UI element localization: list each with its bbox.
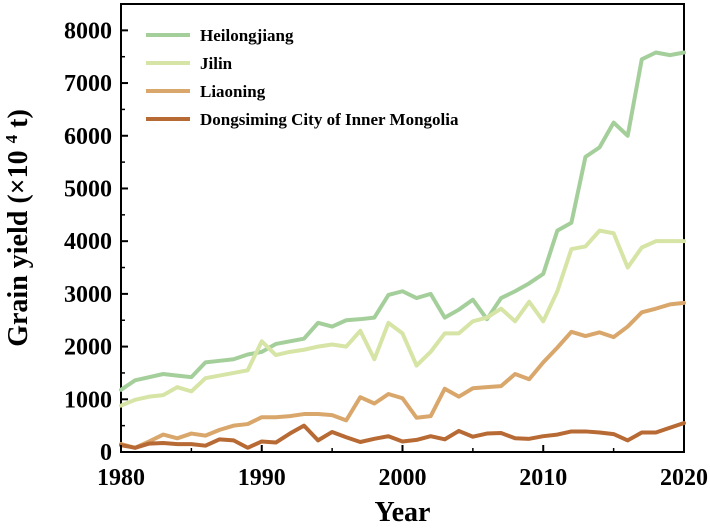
series-line-0 [119,50,686,392]
y-axis-title-suffix: t) [3,109,34,128]
legend-label-2: Liaoning [200,82,266,101]
y-tick-label-4000: 4000 [64,229,112,255]
legend: Heilongjiang Jilin Liaoning Dongsiming City… [146,26,459,129]
y-tick-label-0: 0 [100,440,112,466]
y-axis-title-unit: (×10 [3,150,34,203]
x-axis-title: Year [375,497,431,525]
y-tick-label-8000: 8000 [64,18,112,44]
y-tick-label-2000: 2000 [64,335,112,361]
x-tick-label-2000: 2000 [379,465,427,491]
y-axis-title-main: Grain yield [3,210,34,347]
y-tick-label-5000: 5000 [64,176,112,202]
series-line-2 [119,300,686,450]
y-tick-label-6000: 6000 [64,124,112,150]
x-tick-label-2010: 2010 [519,465,567,491]
x-tick-label-1990: 1990 [238,465,286,491]
series-line-1 [119,228,686,408]
x-tick-label-2020: 2020 [660,465,708,491]
legend-label-1: Jilin [200,54,233,73]
y-tick-label-3000: 3000 [64,282,112,308]
series-line-3 [119,421,686,450]
legend-label-0: Heilongjiang [200,26,294,45]
y-tick-label-7000: 7000 [64,71,112,97]
plot-area: 1980 1990 2000 2010 2020 0 1000 2000 3000 4000 500… [64,3,708,491]
y-axis-title: Grain yield (×10 4 t) [0,109,34,347]
y-axis-title-exponent: 4 [2,134,21,143]
legend-label-3: Dongsiming City of Inner Mongolia [200,110,459,129]
x-tick-label-1980: 1980 [97,465,145,491]
y-tick-label-1000: 1000 [64,387,112,413]
